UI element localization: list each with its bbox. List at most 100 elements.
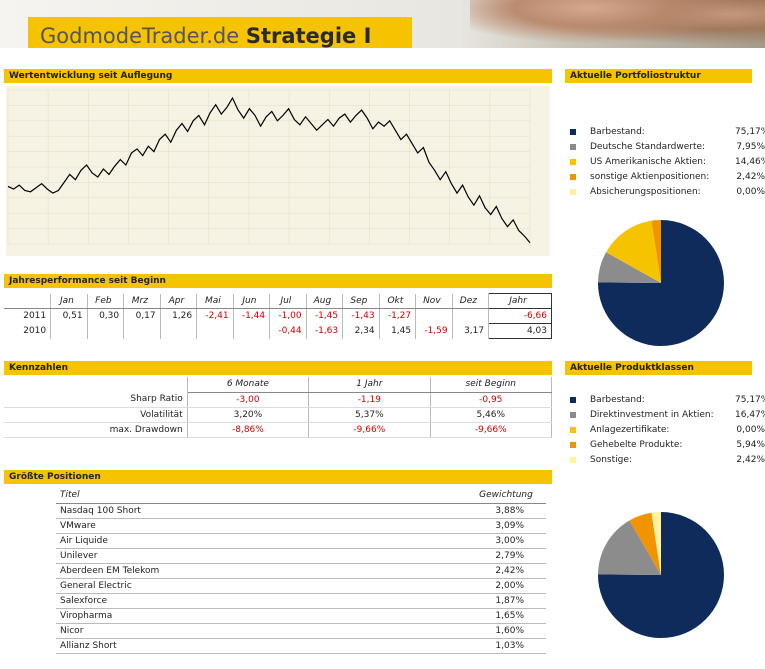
legend-label: Gehebelte Produkte:	[590, 440, 683, 451]
year-total: 4,03	[488, 323, 552, 339]
position-row: Nicor 1,60%	[56, 623, 546, 639]
position-weight: 3,09%	[466, 518, 546, 534]
performance-row: 2010 -0,44 -1,63 2,34 1,45 -1,59 3,17 4,03	[4, 323, 552, 339]
kennzahlen-header-row: 6 Monate 1 Jahr seit Beginn	[4, 377, 553, 393]
month-value	[123, 323, 161, 339]
kennzahlen-col-header: 6 Monate	[187, 377, 310, 393]
kennzahlen-row: Volatilität 3,20% 5,37% 5,46%	[4, 407, 553, 423]
month-value: -1,00	[269, 308, 307, 324]
kennzahlen-value: -9,66%	[308, 422, 431, 438]
month-header: Jahr	[488, 293, 552, 309]
legend-value: 7,95%	[736, 141, 765, 152]
month-value: 0,30	[87, 308, 125, 324]
pie-slice	[651, 512, 661, 575]
pie-slice	[598, 520, 661, 575]
legend-label: Direktinvestment in Aktien:	[590, 409, 714, 420]
banner-logo: GodmodeTrader.de Strategie I Fonds	[28, 17, 412, 48]
month-header: Sep	[342, 293, 380, 309]
legend-swatch	[570, 174, 576, 181]
month-value: -1,43	[342, 308, 380, 324]
kennzahlen-corner	[4, 377, 188, 392]
legend-label: Anlagezertifikate:	[590, 424, 670, 435]
legend-swatch	[570, 396, 576, 403]
month-value	[452, 308, 490, 324]
legend-label: Sonstige:	[590, 455, 632, 466]
position-row: General Electric 2,00%	[56, 578, 546, 594]
month-value	[415, 308, 453, 324]
month-header: Dez	[452, 293, 490, 309]
position-weight: 1,03%	[466, 638, 546, 654]
month-value	[233, 323, 271, 339]
month-value: 1,45	[379, 323, 417, 339]
month-value: -1,63	[306, 323, 344, 339]
month-value: -0,44	[269, 323, 307, 339]
pie-slice	[598, 252, 661, 283]
month-header: Mai	[196, 293, 234, 309]
position-name: Allianz Short	[56, 638, 466, 654]
legend-value: 14,46%	[735, 156, 765, 167]
performance-line-chart	[6, 86, 550, 256]
position-weight: 2,42%	[466, 563, 546, 579]
legend-value: 75,17%	[735, 394, 765, 405]
month-value: 3,17	[452, 323, 490, 339]
position-weight: 1,87%	[466, 593, 546, 609]
position-weight: 3,00%	[466, 533, 546, 549]
month-header: Aug	[306, 293, 344, 309]
col-title: Titel	[56, 488, 466, 504]
month-header: Jul	[269, 293, 307, 309]
month-value: -2,41	[196, 308, 234, 324]
kennzahlen-label: Sharp Ratio	[4, 392, 188, 408]
product-name: Strategie I Fonds	[245, 24, 372, 48]
month-header: Apr	[160, 293, 198, 309]
legend-item: Sonstige: 2,42%	[565, 453, 765, 468]
position-row: Aberdeen EM Telekom 2,42%	[56, 563, 546, 579]
positionen-table: Titel Gewichtung Nasdaq 100 Short 3,88% VM…	[56, 488, 546, 654]
year-label: 2011	[4, 308, 52, 324]
position-name: Nicor	[56, 623, 466, 639]
col-weight: Gewichtung	[466, 488, 546, 504]
position-row: Unilever 2,79%	[56, 548, 546, 564]
header-portfolio: Aktuelle Portfoliostruktur	[565, 69, 752, 83]
kennzahlen-value: -9,66%	[430, 422, 553, 438]
legend-item: Gehebelte Produkte: 5,94%	[565, 438, 765, 453]
legend-item: Deutsche Standardwerte: 7,95%	[565, 139, 765, 154]
kennzahlen-value: -3,00	[187, 392, 310, 408]
kennzahlen-row: Sharp Ratio -3,00 -1,19 -0,95	[4, 392, 553, 408]
header-positionen: Größte Positionen	[4, 470, 552, 484]
legend-swatch	[570, 158, 576, 165]
month-value: 1,26	[160, 308, 198, 324]
header-wertentwicklung: Wertentwicklung seit Auflegung	[4, 69, 552, 83]
month-value: -1,45	[306, 308, 344, 324]
month-header: Okt	[379, 293, 417, 309]
legend-label: sonstige Aktienpositionen:	[590, 172, 710, 183]
month-value: 0,51	[50, 308, 88, 324]
brand-name: GodmodeTrader.de	[40, 24, 240, 48]
legend-swatch	[570, 457, 576, 464]
month-value: 0,17	[123, 308, 161, 324]
month-value: -1,44	[233, 308, 271, 324]
position-name: Aberdeen EM Telekom	[56, 563, 466, 579]
portfolio-pie-chart	[598, 220, 724, 346]
header-kennzahlen: Kennzahlen	[4, 361, 552, 375]
month-value	[87, 323, 125, 339]
month-value: -1,27	[379, 308, 417, 324]
legend-value: 2,42%	[736, 172, 765, 183]
kennzahlen-value: 5,46%	[430, 407, 553, 423]
month-header: Mrz	[123, 293, 161, 309]
month-value: 2,34	[342, 323, 380, 339]
position-weight: 2,79%	[466, 548, 546, 564]
legend-item: Barbestand: 75,17%	[565, 392, 765, 407]
year-total: -6,66	[488, 308, 552, 324]
legend-item: Direktinvestment in Aktien: 16,47%	[565, 407, 765, 422]
legend-label: Barbestand:	[590, 126, 645, 137]
performance-table: Jan Feb Mrz Apr Mai Jun Jul Aug Sep Okt Nov Dez Jahr…	[4, 293, 552, 339]
position-row: Allianz Short 1,03%	[56, 638, 546, 654]
legend-label: Absicherungspositionen:	[590, 187, 701, 198]
legend-value: 2,42%	[736, 455, 765, 466]
header-produktklassen: Aktuelle Produktklassen	[565, 361, 752, 375]
position-name: Unilever	[56, 548, 466, 564]
banner: GodmodeTrader.de Strategie I Fonds	[0, 0, 765, 48]
legend-swatch	[570, 426, 576, 433]
legend-item: US Amerikanische Aktien: 14,46%	[565, 154, 765, 169]
legend-swatch	[570, 143, 576, 150]
